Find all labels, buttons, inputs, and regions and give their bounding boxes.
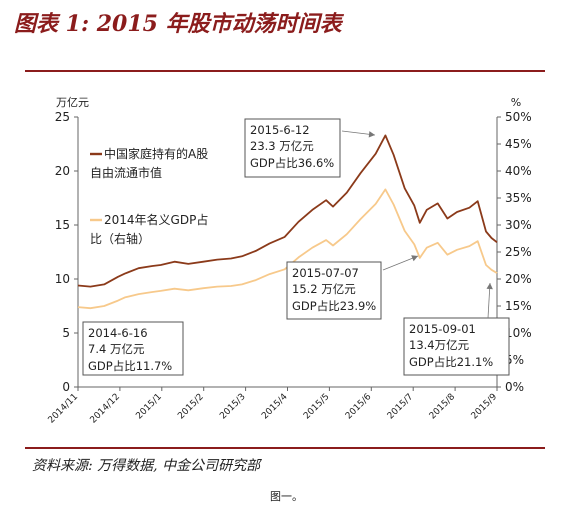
left-tick-label: 5: [62, 326, 70, 340]
annotation-date: 2014-6-16: [88, 326, 148, 340]
annotation-arrowhead: [486, 283, 493, 290]
x-tick-label: 2014/11: [47, 392, 81, 426]
page-title: 图表 1: 2015 年股市动荡时间表: [14, 11, 342, 37]
right-tick-label: 30%: [505, 218, 532, 232]
annotation-box: [82, 321, 184, 376]
annotation-share: GDP占比21.1%: [409, 355, 493, 369]
right-tick-label: 50%: [505, 110, 532, 124]
x-tick-label: 2015/2: [176, 392, 205, 421]
legend-label: 中国家庭持有的A股: [104, 146, 208, 161]
right-tick-label: 15%: [505, 299, 532, 313]
legend-label: 2014年名义GDP占: [104, 212, 208, 227]
top-rule: [25, 70, 545, 72]
x-tick-label: 2015/8: [428, 392, 458, 422]
right-tick-label: 45%: [505, 137, 532, 151]
annotation-share: GDP占比11.7%: [88, 359, 172, 373]
legend-label: 自由流通市值: [90, 165, 162, 180]
right-tick-label: 10%: [505, 326, 532, 340]
x-tick-label: 2015/9: [470, 392, 500, 422]
annotation-value: 7.4 万亿元: [88, 342, 145, 356]
series-line-1: [77, 134, 498, 288]
annotation-arrowhead: [411, 255, 418, 262]
annotation-share: GDP占比23.9%: [292, 299, 376, 313]
left-tick-label: 25: [55, 110, 70, 124]
right-tick-label: 25%: [505, 245, 532, 259]
left-tick-label: 0: [62, 380, 70, 394]
annotation-arrow: [382, 255, 419, 271]
right-tick-label: 35%: [505, 191, 532, 205]
left-tick-label: 10: [55, 272, 70, 286]
figure-caption: 图一。: [270, 490, 303, 503]
bottom-rule: [25, 447, 545, 449]
right-tick-label: 40%: [505, 164, 532, 178]
annotation-arrowhead: [368, 131, 375, 138]
annotation-value: 23.3 万亿元: [250, 139, 314, 153]
left-unit-label: 万亿元: [56, 96, 89, 109]
annotation-date: 2015-09-01: [409, 322, 476, 336]
left-tick-label: 15: [55, 218, 70, 232]
right-tick-label: 0%: [505, 380, 524, 394]
x-tick-label: 2015/6: [344, 392, 374, 422]
annotation-value: 13.4万亿元: [409, 338, 470, 352]
annotation-box: [286, 261, 382, 320]
x-tick-label: 2014/12: [89, 392, 123, 426]
x-tick-label: 2015/3: [218, 392, 247, 421]
left-tick-label: 20: [55, 164, 70, 178]
right-tick-label: 5%: [505, 353, 524, 367]
x-tick-label: 2015/4: [260, 392, 290, 422]
annotation-date: 2015-07-07: [292, 266, 359, 280]
x-tick-label: 2015/7: [386, 392, 415, 421]
annotation-date: 2015-6-12: [250, 123, 310, 137]
legend-label: 比（右轴）: [90, 231, 150, 246]
x-tick-label: 2015/1: [134, 392, 163, 421]
series-line-2: [77, 188, 498, 310]
x-tick-label: 2015/5: [302, 392, 331, 421]
source-note: 资料来源: 万得数据, 中金公司研究部: [32, 458, 261, 474]
annotation-box: [403, 317, 510, 376]
annotation-value: 15.2 万亿元: [292, 282, 356, 296]
annotation-box: [244, 118, 341, 178]
annotation-share: GDP占比36.6%: [250, 156, 334, 170]
right-tick-label: 20%: [505, 272, 532, 286]
right-unit-label: %: [511, 96, 521, 109]
